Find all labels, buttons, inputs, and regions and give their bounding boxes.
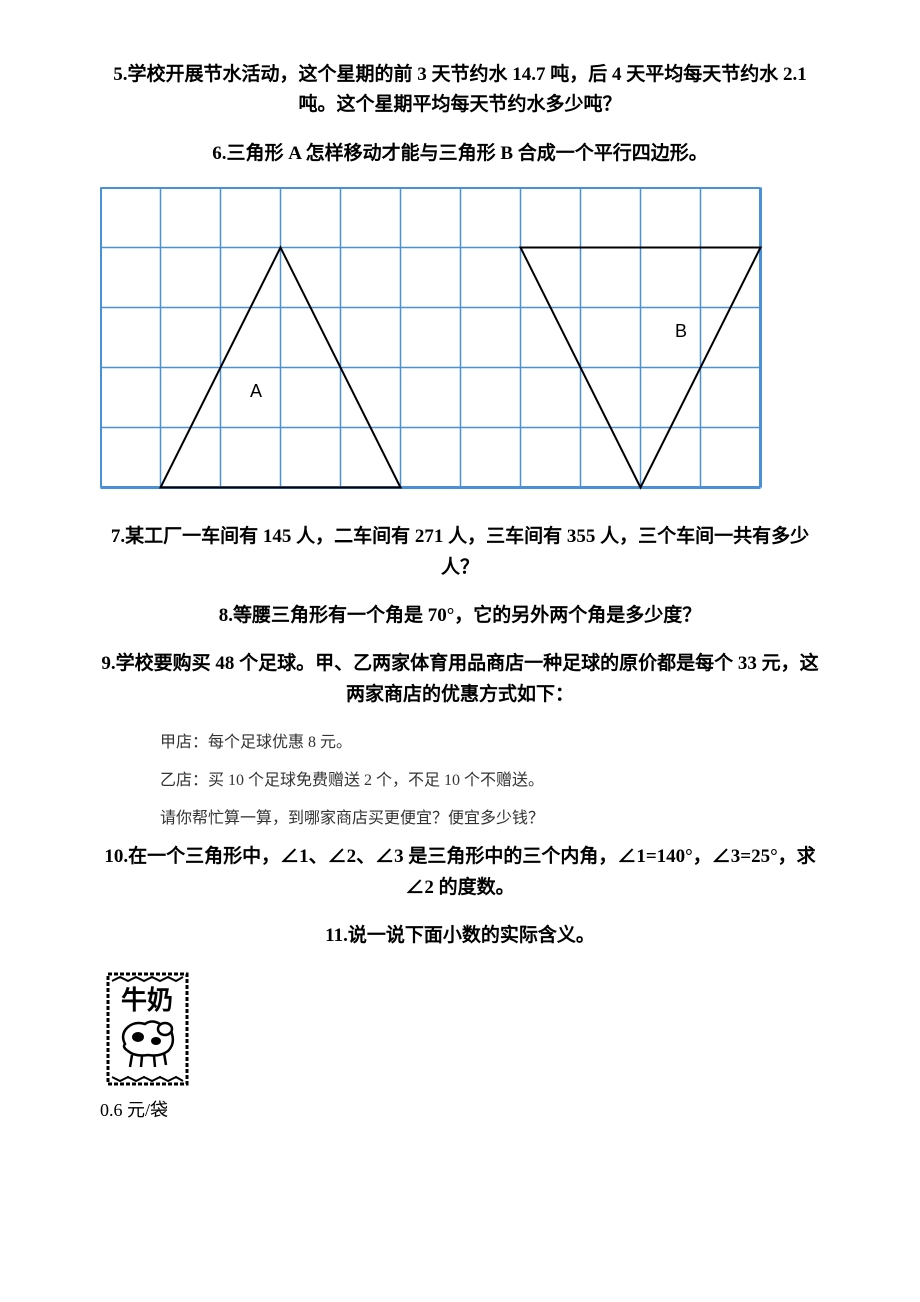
- question-11: 11.说一说下面小数的实际含义。: [100, 921, 820, 951]
- milk-box-container: 牛奶 0.6 元/袋: [100, 969, 820, 1122]
- question-10: 10.在一个三角形中，∠1、∠2、∠3 是三角形中的三个内角，∠1=140°，∠…: [100, 842, 820, 903]
- svg-text:A: A: [250, 381, 262, 401]
- question-5: 5.学校开展节水活动，这个星期的前 3 天节约水 14.7 吨，后 4 天平均每…: [100, 60, 820, 121]
- question-7: 7.某工厂一车间有 145 人，二车间有 271 人，三车间有 355 人，三个…: [100, 522, 820, 583]
- question-9-sub2: 乙店：买 10 个足球免费赠送 2 个，不足 10 个不赠送。: [100, 766, 820, 790]
- question-8: 8.等腰三角形有一个角是 70°，它的另外两个角是多少度？: [100, 601, 820, 631]
- svg-text:B: B: [675, 321, 687, 341]
- question-6: 6.三角形 A 怎样移动才能与三角形 B 合成一个平行四边形。: [100, 139, 820, 169]
- triangle-grid-diagram: AB: [100, 187, 820, 497]
- svg-text:牛奶: 牛奶: [121, 985, 173, 1015]
- question-9-sub3: 请你帮忙算一算，到哪家商店买更便宜？便宜多少钱？: [100, 804, 820, 828]
- question-9: 9.学校要购买 48 个足球。甲、乙两家体育用品商店一种足球的原价都是每个 33…: [100, 649, 820, 710]
- milk-box-icon: 牛奶: [100, 969, 195, 1089]
- question-9-sub1: 甲店：每个足球优惠 8 元。: [100, 728, 820, 752]
- milk-price-caption: 0.6 元/袋: [100, 1096, 195, 1122]
